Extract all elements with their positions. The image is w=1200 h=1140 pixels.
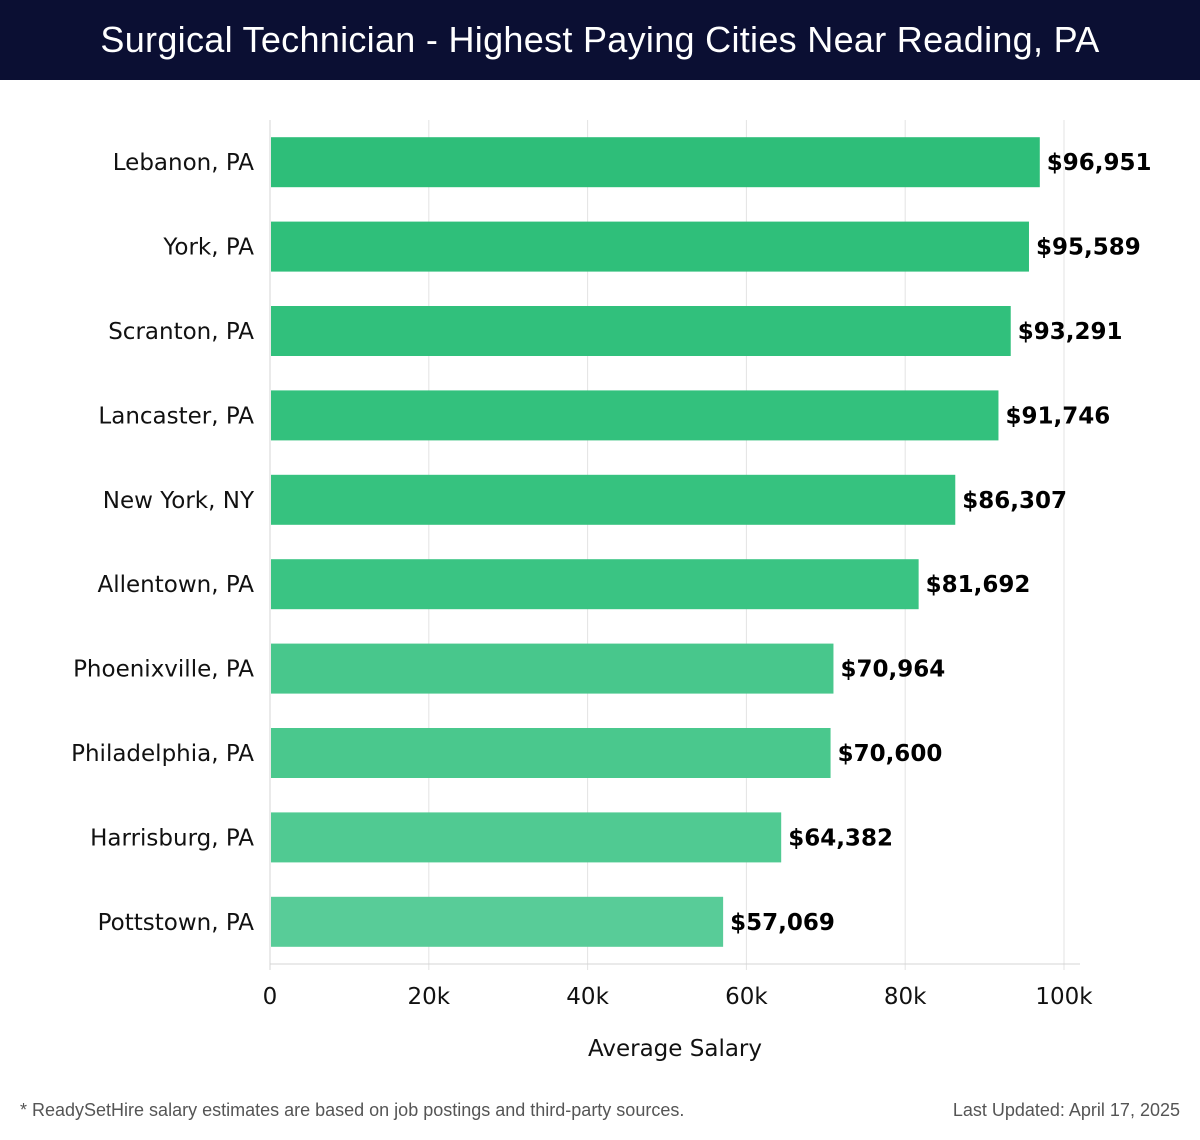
category-label: Phoenixville, PA bbox=[73, 657, 254, 683]
last-updated: Last Updated: April 17, 2025 bbox=[952, 1100, 1180, 1120]
chart-header: Surgical Technician - Highest Paying Cit… bbox=[0, 0, 1200, 80]
category-label: Allentown, PA bbox=[98, 572, 255, 598]
value-label: $64,382 bbox=[788, 825, 893, 851]
x-tick-label: 100k bbox=[1035, 984, 1093, 1010]
value-label: $96,951 bbox=[1047, 150, 1152, 176]
bar bbox=[271, 812, 782, 863]
bar bbox=[271, 728, 831, 778]
x-tick-label: 60k bbox=[725, 984, 768, 1010]
category-label: Harrisburg, PA bbox=[90, 825, 254, 851]
x-tick-label: 0 bbox=[263, 984, 278, 1010]
value-label: $93,291 bbox=[1018, 319, 1123, 345]
bar bbox=[271, 221, 1029, 272]
category-label: York, PA bbox=[162, 235, 254, 261]
value-label: $70,600 bbox=[838, 741, 943, 767]
x-tick-label: 40k bbox=[566, 984, 609, 1010]
chart-title: Surgical Technician - Highest Paying Cit… bbox=[100, 19, 1100, 60]
bar bbox=[271, 390, 999, 441]
x-axis-title: Average Salary bbox=[588, 1036, 762, 1062]
x-tick-label: 80k bbox=[884, 984, 927, 1010]
bar bbox=[271, 474, 956, 525]
x-tick-label: 20k bbox=[408, 984, 451, 1010]
bar-chart: Lebanon, PA $96,951 York, PA $95,589 Scranto… bbox=[71, 120, 1152, 1062]
bar bbox=[271, 137, 1040, 188]
value-label: $86,307 bbox=[962, 488, 1067, 514]
value-label: $91,746 bbox=[1005, 403, 1110, 429]
category-label: Philadelphia, PA bbox=[71, 741, 254, 767]
category-label: New York, NY bbox=[103, 488, 255, 514]
bar bbox=[271, 306, 1011, 356]
footer-note: * ReadySetHire salary estimates are base… bbox=[20, 1100, 685, 1120]
bar bbox=[271, 896, 724, 947]
category-label: Scranton, PA bbox=[108, 319, 254, 345]
bar bbox=[271, 559, 919, 610]
category-label: Pottstown, PA bbox=[98, 910, 255, 936]
category-label: Lebanon, PA bbox=[113, 150, 255, 176]
value-label: $81,692 bbox=[926, 572, 1031, 598]
category-label: Lancaster, PA bbox=[98, 403, 254, 429]
value-label: $95,589 bbox=[1036, 235, 1141, 261]
value-label: $57,069 bbox=[730, 910, 835, 936]
value-label: $70,964 bbox=[840, 657, 945, 683]
bar bbox=[271, 643, 834, 694]
